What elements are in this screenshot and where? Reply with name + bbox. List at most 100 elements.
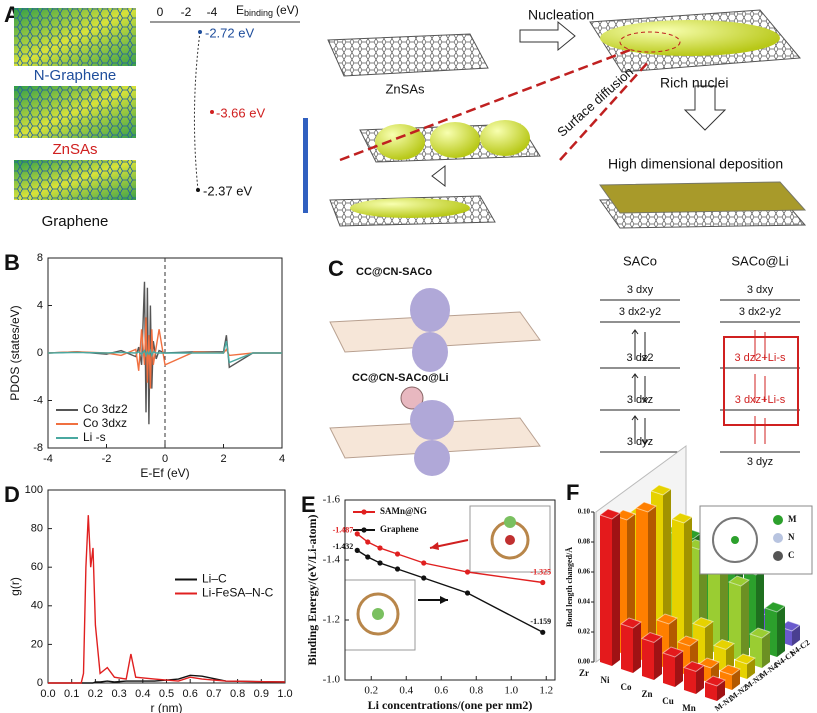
material-label: ZnSAs bbox=[52, 141, 97, 158]
bar-top bbox=[634, 501, 658, 513]
energy-dot bbox=[196, 188, 200, 192]
bar-side bbox=[675, 651, 683, 687]
series-line bbox=[47, 340, 282, 364]
x-tick-label: 0.7 bbox=[206, 688, 221, 700]
series-line bbox=[48, 674, 286, 684]
bar-side bbox=[717, 680, 725, 701]
energy-path bbox=[193, 31, 201, 191]
value-label: -1.487 bbox=[333, 526, 354, 535]
panel-label: D bbox=[4, 482, 20, 507]
bar bbox=[691, 616, 715, 665]
series-line bbox=[48, 515, 286, 684]
y-tick-label: -1.6 bbox=[323, 494, 341, 506]
scheme-label: High dimensional deposition bbox=[608, 156, 783, 172]
z-tick-label: 0.00 bbox=[578, 658, 591, 666]
bar-top bbox=[748, 627, 772, 639]
y-tick-label: 60 bbox=[31, 561, 43, 573]
scheme-label: Rich nuclei bbox=[660, 75, 728, 91]
legend-label: Graphene bbox=[380, 524, 419, 534]
bar bbox=[619, 617, 643, 673]
data-point bbox=[540, 579, 546, 586]
y-tick-label: 4 bbox=[37, 299, 43, 311]
bar-front bbox=[705, 682, 717, 701]
atom-swatch bbox=[773, 551, 783, 561]
y-tick-label: -1.4 bbox=[323, 554, 341, 566]
axis-tick: 0 bbox=[157, 5, 164, 19]
level-label: 3 dxy bbox=[627, 284, 654, 296]
value-label: -1.432 bbox=[333, 542, 354, 551]
bar-side bbox=[663, 489, 671, 651]
axis-tick: -4 bbox=[207, 5, 218, 19]
x-tick-label: 0.4 bbox=[399, 685, 413, 697]
y-tick-label: -1.0 bbox=[323, 674, 341, 686]
bar-top bbox=[649, 484, 673, 496]
x-tick-label: 0.9 bbox=[254, 688, 269, 700]
bar-top bbox=[619, 617, 643, 629]
bar bbox=[763, 601, 787, 657]
x-tick-label: 0.2 bbox=[88, 688, 103, 700]
z-tick-label: 0.02 bbox=[578, 628, 591, 636]
legend-marker bbox=[361, 509, 367, 515]
insets bbox=[344, 505, 551, 651]
x-tick-label: Ni bbox=[601, 675, 610, 685]
atom-label: N bbox=[788, 532, 795, 542]
y-tick-label: 100 bbox=[25, 484, 43, 496]
x-tick-label: Zn bbox=[641, 689, 652, 699]
bar-top bbox=[598, 508, 622, 520]
y-tick-label: -4 bbox=[33, 394, 43, 406]
column-title: SACo bbox=[623, 253, 657, 268]
data-point bbox=[377, 560, 383, 566]
bar-top bbox=[733, 653, 757, 665]
sheets bbox=[327, 9, 807, 229]
panel-label: C bbox=[328, 256, 344, 281]
atom-swatch bbox=[773, 533, 783, 543]
bar-side bbox=[720, 558, 728, 654]
data-point bbox=[394, 551, 401, 557]
legend-label: Co 3dxz bbox=[83, 416, 127, 430]
bar-side bbox=[741, 580, 749, 661]
structures bbox=[329, 288, 541, 476]
bar-front bbox=[684, 667, 696, 694]
bar-side bbox=[732, 669, 740, 690]
x-tick-label: 0.8 bbox=[230, 688, 245, 700]
z-tick-label: 0.04 bbox=[578, 598, 591, 606]
x-tick-label: 1.0 bbox=[277, 688, 292, 700]
atom-label: C bbox=[788, 550, 795, 560]
bar bbox=[661, 646, 685, 687]
energy-levels bbox=[600, 299, 800, 453]
level-label: 3 dxz bbox=[627, 394, 653, 406]
x-tick-label: 0.2 bbox=[364, 685, 378, 697]
x-tick-label: 0.1 bbox=[64, 688, 79, 700]
bar-top bbox=[670, 512, 694, 524]
atom-label: M bbox=[788, 514, 797, 524]
heatmaps bbox=[14, 8, 136, 200]
x-tick-label: -2 bbox=[102, 453, 112, 465]
bar-top bbox=[712, 638, 736, 651]
x-axis-label: Li concentrations/(one per nm2) bbox=[368, 698, 533, 712]
data-point bbox=[394, 566, 401, 572]
y-tick-label: 8 bbox=[37, 252, 43, 264]
bar-side bbox=[792, 625, 800, 646]
column-title: SACo@Li bbox=[731, 253, 788, 268]
level-label: 3 dx2-y2 bbox=[739, 306, 781, 318]
x-tick-label: Zr bbox=[579, 668, 589, 678]
y-tick-label: -1.2 bbox=[323, 614, 340, 626]
level-label: 3 dyz bbox=[747, 456, 773, 468]
bar-side bbox=[777, 606, 785, 657]
bar bbox=[598, 508, 622, 666]
x-tick-label: 0.8 bbox=[469, 685, 483, 697]
data-point bbox=[464, 569, 471, 575]
level-label: 3 dx2-y2 bbox=[619, 306, 661, 318]
colorbar bbox=[303, 118, 308, 213]
axis-title: Ebinding (eV) bbox=[236, 3, 299, 18]
x-tick-label: 1.2 bbox=[539, 685, 553, 697]
bar-top bbox=[727, 575, 751, 587]
x-tick-label: 2 bbox=[220, 453, 226, 465]
x-tick-label: Co bbox=[621, 682, 632, 692]
value-label: -1.159 bbox=[530, 617, 551, 626]
y-axis-label: PDOS (states/eV) bbox=[8, 305, 22, 400]
y-tick-label: 80 bbox=[31, 523, 43, 535]
x-tick-label: 0.4 bbox=[135, 688, 150, 700]
bar-top bbox=[676, 635, 700, 647]
